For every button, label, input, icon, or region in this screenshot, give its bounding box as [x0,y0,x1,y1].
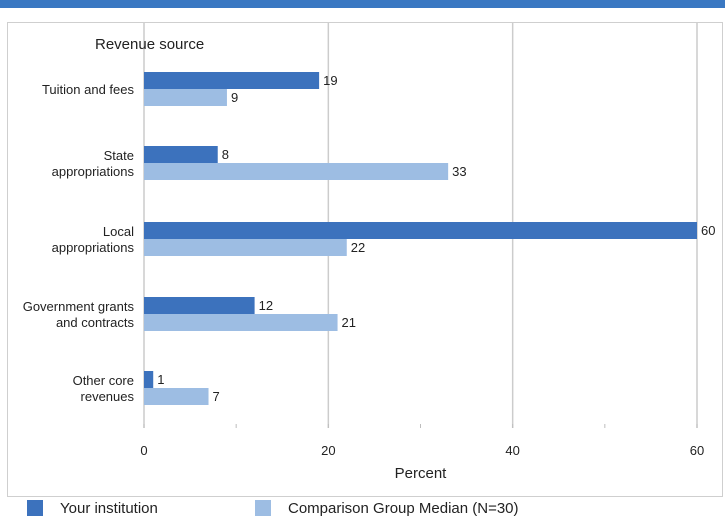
top-accent-bar [0,0,725,8]
bar [144,388,209,405]
x-tick-label: 60 [690,443,704,458]
legend-swatch-your-institution [27,500,43,516]
x-tick-label: 0 [140,443,147,458]
bar [144,163,449,180]
data-label: 22 [351,240,365,255]
data-label: 19 [323,73,337,88]
y-axis-title: Revenue source [95,36,204,53]
chart-legend: Your institution Comparison Group Median… [0,498,725,518]
data-label: 8 [222,147,229,162]
bar [144,89,227,106]
legend-swatch-comparison-median [255,500,271,516]
legend-label-comparison-median: Comparison Group Median (N=30) [288,499,519,517]
data-label: 12 [259,298,273,313]
chart-area: 0 20 40 60 Percent Revenue source Tuition and … [7,22,723,497]
bar [144,371,154,388]
category-label: Other core [73,373,134,388]
legend-item-your-institution: Your institution [27,498,158,518]
bar [144,72,320,89]
data-label: 60 [701,223,715,238]
data-label: 7 [213,389,220,404]
data-label: 1 [157,372,164,387]
bar [144,146,218,163]
data-label: 21 [342,315,356,330]
category-label: and contracts [56,315,135,330]
category-label: appropriations [52,164,135,179]
x-tick-label: 40 [505,443,519,458]
legend-label-your-institution: Your institution [60,499,158,517]
x-axis-title: Percent [395,465,448,482]
bar [144,297,255,314]
bar [144,239,347,256]
data-label: 33 [452,164,466,179]
bar [144,222,697,239]
bar-chart: 0 20 40 60 Percent Revenue source Tuition and … [23,23,715,482]
category-label: revenues [81,389,135,404]
category-label: Local [103,224,134,239]
category-label: State [104,148,134,163]
category-label: Tuition and fees [42,82,135,97]
bar [144,314,338,331]
data-label: 9 [231,90,238,105]
legend-item-comparison-median: Comparison Group Median (N=30) [255,498,519,518]
category-label: appropriations [52,240,135,255]
x-tick-label: 20 [321,443,335,458]
category-label: Government grants [23,299,135,314]
